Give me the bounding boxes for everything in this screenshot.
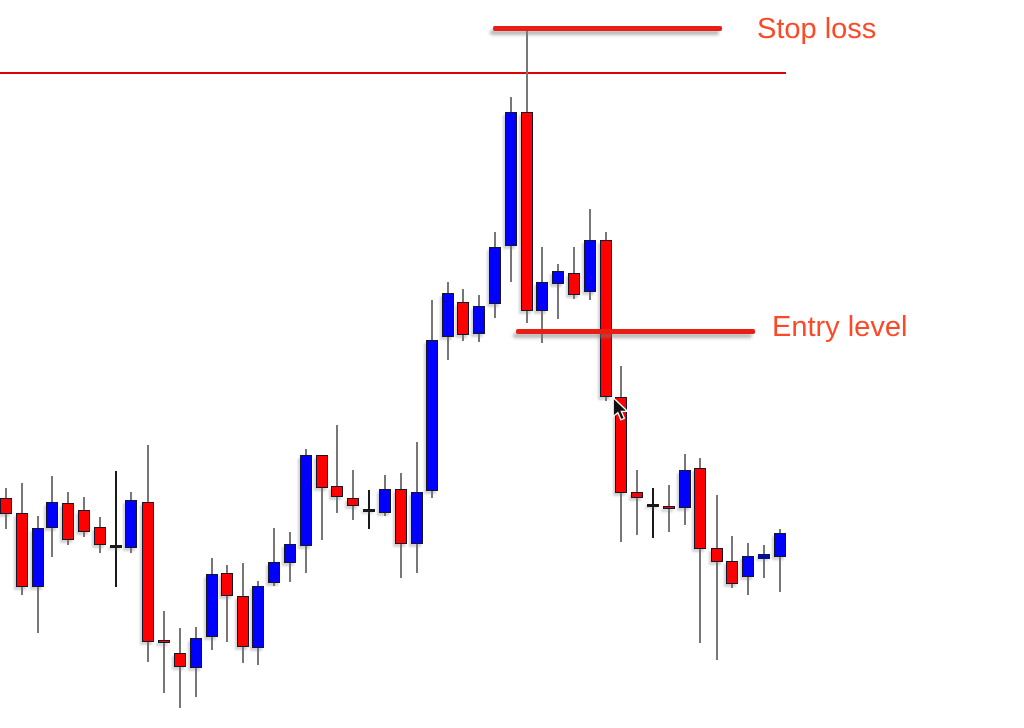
candle-body-31: [473, 306, 485, 334]
candle-body-13: [190, 638, 202, 668]
candle-body-5: [62, 503, 74, 540]
candle-body-3: [32, 528, 44, 587]
candle-body-25: [379, 489, 391, 513]
candle-body-7: [94, 527, 106, 545]
candle-body-36: [552, 271, 564, 284]
candle-body-48: [742, 556, 754, 577]
candle-body-27: [411, 492, 423, 544]
candle-body-30: [457, 302, 469, 335]
stop-loss-line: [493, 26, 722, 31]
candle-body-41: [631, 492, 643, 498]
candle-body-29: [442, 293, 454, 337]
candle-body-26: [395, 489, 407, 544]
candle-wick: [226, 565, 228, 642]
candle-wick: [716, 495, 718, 660]
candle-wick: [557, 264, 559, 319]
candle-wick: [163, 611, 165, 693]
candle-wick: [179, 628, 181, 708]
candle-body-35: [536, 282, 548, 311]
candle-body-34: [521, 112, 533, 311]
candle-body-23: [347, 498, 359, 506]
candle-body-40: [615, 397, 627, 493]
candle-body-20: [300, 455, 312, 546]
candle-body-4: [46, 502, 58, 528]
candle-wick: [652, 488, 654, 538]
candle-wick: [321, 455, 323, 540]
candle-body-28: [426, 340, 438, 491]
candle-body-47: [726, 561, 738, 584]
candle-body-21: [316, 455, 328, 488]
candle-body-37: [568, 273, 580, 295]
candle-body-15: [221, 573, 233, 596]
candle-body-43: [663, 506, 675, 509]
resistance-line: [0, 72, 786, 74]
stop-loss-label: Stop loss: [757, 13, 877, 45]
candle-body-33: [505, 112, 517, 246]
candle-body-9: [125, 500, 137, 548]
candle-body-42: [647, 504, 659, 507]
candle-wick: [699, 458, 701, 643]
candle-body-24: [363, 509, 375, 512]
candle-body-38: [584, 240, 596, 292]
candle-body-44: [679, 470, 691, 508]
candle-body-46: [711, 548, 723, 562]
candle-body-18: [268, 562, 280, 583]
candle-body-11: [158, 640, 170, 643]
candle-body-39: [600, 240, 612, 397]
candle-wick: [763, 545, 765, 578]
candle-body-10: [142, 502, 154, 642]
candle-wick: [273, 528, 275, 586]
candle-wick: [115, 471, 117, 587]
candle-body-16: [237, 596, 249, 647]
entry-level-line: [516, 329, 755, 334]
candle-body-2: [16, 513, 28, 587]
candle-body-8: [110, 545, 122, 548]
entry-level-label: Entry level: [772, 311, 908, 343]
candle-body-49: [758, 554, 770, 559]
candle-body-22: [331, 486, 343, 497]
candle-wick: [336, 425, 338, 513]
candle-wick: [779, 529, 781, 592]
candle-body-6: [78, 510, 90, 532]
candle-body-12: [174, 653, 186, 667]
candle-wick: [352, 470, 354, 520]
candle-body-1: [0, 498, 12, 514]
candle-body-32: [489, 247, 501, 304]
candle-wick: [636, 470, 638, 535]
candle-body-50: [774, 533, 786, 557]
candle-body-17: [252, 586, 264, 648]
candle-body-19: [284, 544, 296, 563]
candle-body-14: [206, 574, 218, 637]
candle-body-45: [694, 468, 706, 549]
